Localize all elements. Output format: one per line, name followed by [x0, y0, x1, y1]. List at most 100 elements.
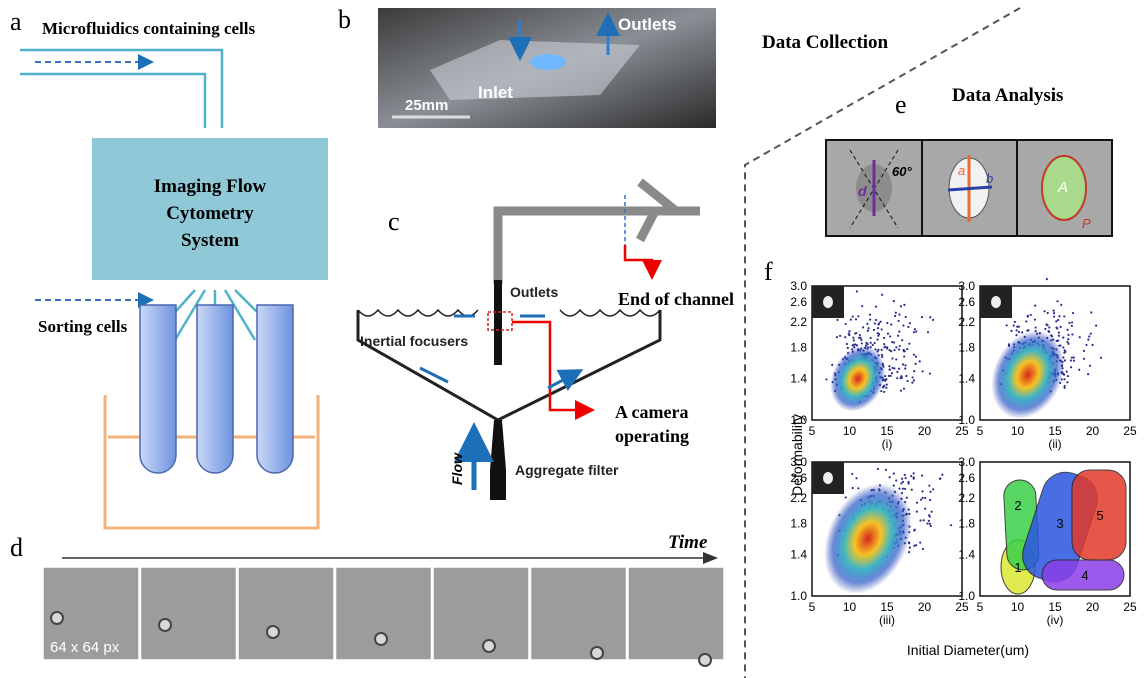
scale-label: 25mm — [405, 97, 448, 114]
dot — [921, 316, 923, 318]
dot — [922, 548, 924, 550]
dot — [909, 546, 911, 548]
dot — [889, 476, 891, 478]
dot — [1071, 325, 1073, 327]
dot — [913, 478, 915, 480]
dot — [1058, 335, 1060, 337]
panel-label: f — [764, 257, 773, 286]
dot — [885, 469, 887, 471]
dot — [922, 370, 924, 372]
dot — [896, 377, 898, 379]
title: Microfluidics containing cells — [42, 19, 256, 38]
dot — [852, 337, 854, 339]
cell — [159, 619, 171, 631]
dot — [932, 319, 934, 321]
dot — [870, 337, 872, 339]
dot — [852, 487, 854, 489]
dot — [870, 342, 872, 344]
x-axis-label: Initial Diameter(um) — [907, 642, 1029, 658]
dot — [895, 479, 897, 481]
dot — [923, 519, 925, 521]
dot — [891, 357, 893, 359]
dot — [1016, 326, 1018, 328]
y-tick-label: 1.4 — [790, 371, 807, 385]
dot — [900, 390, 902, 392]
dot — [857, 487, 859, 489]
dot — [928, 514, 930, 516]
dot — [893, 300, 895, 302]
thumb-cell — [823, 472, 833, 484]
dot — [913, 545, 915, 547]
dot — [898, 320, 900, 322]
dot — [902, 363, 904, 365]
dot — [921, 474, 923, 476]
y-tick-label: 1.8 — [958, 517, 975, 531]
dot — [1055, 326, 1057, 328]
outlets-label: Outlets — [618, 15, 677, 34]
dot — [1087, 373, 1089, 375]
dot — [857, 315, 859, 317]
dot — [907, 326, 909, 328]
outlet-channel — [494, 280, 502, 365]
dot — [919, 519, 921, 521]
d-label: d — [858, 183, 867, 199]
subplot-label: (iv) — [1047, 613, 1064, 627]
dot — [893, 367, 895, 369]
cell — [375, 633, 387, 645]
dot — [895, 312, 897, 314]
dot — [932, 488, 934, 490]
frame — [433, 567, 529, 660]
dot — [905, 316, 907, 318]
cell — [591, 647, 603, 659]
dot — [1027, 315, 1029, 317]
y-tick-label: 2.2 — [790, 491, 807, 505]
subplot-label: (iii) — [879, 613, 895, 627]
dot — [913, 529, 915, 531]
dot — [930, 525, 932, 527]
cluster-label: 2 — [1014, 498, 1021, 513]
red-arrow — [512, 322, 590, 410]
dot — [855, 477, 857, 479]
thumb-cell — [823, 296, 833, 308]
inlet — [490, 420, 506, 500]
dot — [1063, 352, 1065, 354]
dot — [896, 371, 898, 373]
dot — [950, 524, 952, 526]
b-label: b — [986, 171, 993, 186]
box-text: Cytometry — [166, 203, 254, 224]
dot — [906, 497, 908, 499]
dot — [913, 379, 915, 381]
dot — [927, 331, 929, 333]
dot — [901, 478, 903, 480]
dot — [916, 511, 918, 513]
dot — [851, 473, 853, 475]
dot — [1062, 346, 1064, 348]
panel-label: d — [10, 533, 23, 562]
dot — [1047, 312, 1049, 314]
dot — [836, 336, 838, 338]
dot — [1056, 300, 1058, 302]
panel-d: d Time 64 x 64 px — [10, 532, 724, 666]
dot — [903, 355, 905, 357]
dot — [906, 380, 908, 382]
channel — [498, 182, 700, 284]
y-tick-label: 1.0 — [958, 589, 975, 603]
dot — [877, 323, 879, 325]
dot — [861, 342, 863, 344]
dot — [883, 391, 885, 393]
y-tick-label: 2.2 — [958, 315, 975, 329]
box-text: Imaging Flow — [154, 176, 267, 197]
dot — [1048, 326, 1050, 328]
dot — [939, 478, 941, 480]
dot — [877, 338, 879, 340]
dot — [853, 344, 855, 346]
panel-label: a — [10, 7, 22, 36]
panel-label: e — [895, 90, 907, 119]
dot — [1034, 305, 1036, 307]
dot — [901, 339, 903, 341]
dot — [904, 367, 906, 369]
y-tick-label: 1.4 — [958, 371, 975, 385]
dot — [839, 335, 841, 337]
y-tick-label: 3.0 — [958, 279, 975, 293]
dot — [866, 323, 868, 325]
